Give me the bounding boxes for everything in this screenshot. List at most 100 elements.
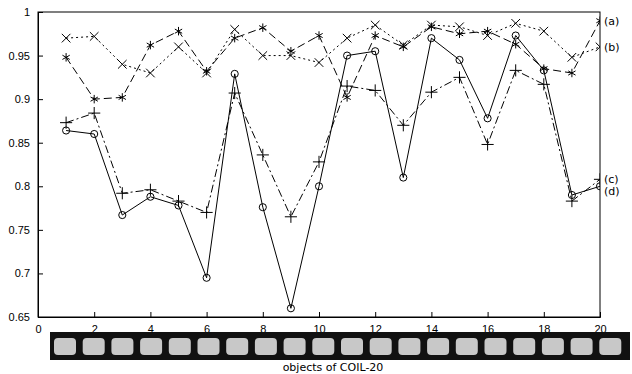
- series-marker: [540, 67, 547, 74]
- x-tick-mark: [319, 312, 320, 317]
- series-marker: [203, 274, 210, 281]
- series-marker: [566, 195, 578, 207]
- series-marker: [287, 305, 294, 312]
- object-thumbnail: [456, 338, 478, 355]
- series-line: [66, 36, 600, 309]
- y-tick-label: 0.75: [9, 224, 30, 236]
- series-marker: [175, 27, 182, 35]
- y-tick-mark: [38, 230, 43, 231]
- series-marker: [315, 183, 322, 190]
- object-thumbnail: [312, 338, 334, 355]
- object-thumbnail: [341, 338, 363, 355]
- thumbnail-background: [50, 332, 630, 360]
- y-tick-mark: [38, 317, 43, 318]
- x-tick-mark: [544, 312, 545, 317]
- x-tick: 4: [148, 312, 154, 335]
- series-marker: [147, 41, 154, 49]
- y-tick-mark: [38, 143, 43, 144]
- series-marker: [483, 31, 492, 40]
- series-marker: [399, 41, 408, 50]
- object-thumbnail: [513, 338, 535, 355]
- object-thumbnail: [198, 338, 220, 355]
- object-thumbnail: [83, 338, 105, 355]
- object-thumbnail: [226, 338, 248, 355]
- y-tick-label: 0.85: [9, 137, 30, 149]
- series-marker: [257, 149, 269, 161]
- y-tick-mark: [38, 273, 43, 274]
- series-marker: [315, 31, 322, 39]
- series-marker: [147, 193, 154, 200]
- y-tick: 0.65: [9, 311, 43, 323]
- series-marker: [231, 70, 238, 77]
- series-marker: [484, 115, 491, 122]
- y-tick: 0.95: [9, 50, 43, 62]
- object-thumbnail: [111, 338, 133, 355]
- series-line: [66, 70, 600, 216]
- y-tick-label: 0.7: [15, 267, 30, 279]
- series-marker: [258, 51, 267, 60]
- series-marker: [287, 47, 294, 55]
- series-marker: [259, 204, 266, 211]
- series-marker: [372, 48, 379, 55]
- series-marker: [259, 23, 266, 31]
- series-marker: [512, 32, 519, 39]
- series-marker: [90, 32, 99, 41]
- series-marker: [344, 52, 351, 59]
- y-axis-line: [39, 13, 44, 318]
- x-tick-mark: [150, 312, 151, 317]
- series-marker: [174, 43, 183, 52]
- series-marker: [175, 202, 182, 209]
- series-marker: [341, 80, 353, 92]
- series-marker: [88, 107, 100, 119]
- series-marker: [568, 191, 575, 198]
- series-marker: [568, 53, 577, 62]
- series-marker: [400, 174, 407, 181]
- object-thumbnail: [427, 338, 449, 355]
- series-marker: [369, 84, 381, 96]
- series-marker: [144, 184, 156, 196]
- series-marker: [343, 34, 352, 43]
- x-axis-line: [39, 312, 601, 318]
- object-thumbnail: [485, 338, 507, 355]
- series-marker: [372, 31, 379, 39]
- series-marker: [482, 138, 494, 150]
- x-tick: 2: [92, 312, 98, 335]
- x-tick-mark: [207, 312, 208, 317]
- y-tick-mark: [38, 99, 43, 100]
- series-marker: [427, 21, 436, 30]
- y-tick: 0.8: [15, 180, 43, 192]
- y-tick-label: 0.65: [9, 311, 30, 323]
- y-tick: 0.9: [15, 93, 43, 105]
- y-tick-mark: [38, 186, 43, 187]
- series-marker: [397, 119, 409, 131]
- series-line: [66, 23, 600, 73]
- series-marker: [568, 69, 575, 77]
- series-marker: [596, 43, 600, 52]
- x-axis-title: objects of COIL-20: [283, 361, 384, 374]
- series-marker: [230, 25, 239, 34]
- x-tick: 12: [370, 312, 382, 335]
- x-tick: 14: [426, 312, 438, 335]
- series-marker: [201, 206, 213, 218]
- x-tick-mark: [600, 312, 601, 317]
- series-marker: [539, 27, 548, 36]
- plot-frame: [38, 12, 600, 317]
- series-marker: [202, 69, 211, 78]
- x-tick: 18: [538, 312, 550, 335]
- object-thumbnail: [542, 338, 564, 355]
- series-marker: [119, 211, 126, 218]
- series-marker: [62, 34, 71, 43]
- y-axis: 0.650.70.750.80.850.90.951: [9, 6, 43, 323]
- object-thumbnail: [169, 338, 191, 355]
- x-tick-label: 0: [35, 323, 41, 335]
- series-label: (d): [604, 185, 620, 198]
- x-tick-mark: [94, 312, 95, 317]
- object-thumbnail: [140, 338, 162, 355]
- x-tick-mark: [488, 312, 489, 317]
- y-tick-label: 0.95: [9, 50, 30, 62]
- object-thumbnail: [398, 338, 420, 355]
- series-marker: [343, 93, 350, 101]
- x-tick-mark: [431, 312, 432, 317]
- series-marker: [146, 69, 155, 78]
- thumbnail-strip: [50, 332, 630, 360]
